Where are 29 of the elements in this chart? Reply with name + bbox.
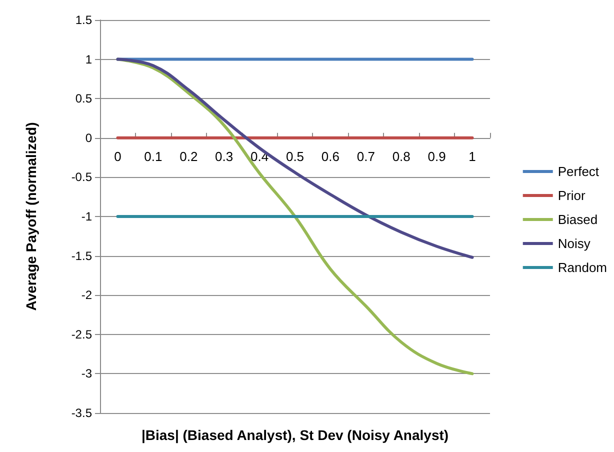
x-tick-label: 0.2: [180, 148, 198, 164]
legend-label: Biased: [558, 212, 598, 227]
x-tick-label: 0.3: [215, 148, 234, 164]
y-tick-label: -1.5: [71, 248, 92, 263]
x-tick-label: 0.1: [144, 148, 162, 164]
y-tick-label: -2: [81, 288, 92, 302]
legend-label: Noisy: [558, 236, 591, 251]
y-tick-label: -0.5: [71, 170, 92, 184]
y-tick-label: -3: [81, 366, 92, 381]
x-tick-label: 0.6: [321, 148, 340, 164]
y-tick-label: 1: [85, 52, 92, 66]
x-tick-label: 0.5: [286, 148, 304, 164]
x-tick-label: 0.7: [356, 148, 375, 164]
y-tick-label: 0: [85, 130, 92, 145]
y-tick-label: -2.5: [71, 327, 92, 342]
legend-label: Prior: [558, 188, 586, 203]
y-tick-label: 1.5: [75, 13, 92, 27]
y-tick-label: -3.5: [71, 406, 92, 420]
y-tick-label: 0.5: [75, 92, 92, 106]
legend-label: Random: [558, 260, 608, 275]
line-series: [116, 58, 474, 259]
y-tick-label: -1: [81, 210, 92, 224]
y-axis-title: Average Payoff (normalized): [23, 122, 39, 311]
x-tick-label: 0: [114, 148, 122, 164]
legend-label: Perfect: [558, 164, 600, 179]
x-tick-label: 0.8: [392, 148, 410, 164]
x-axis-title: |Bias| (Biased Analyst), St Dev (Noisy Analyst): [141, 427, 449, 444]
x-tick-label: 0.9: [428, 148, 446, 164]
x-tick-label: 1: [468, 148, 476, 164]
